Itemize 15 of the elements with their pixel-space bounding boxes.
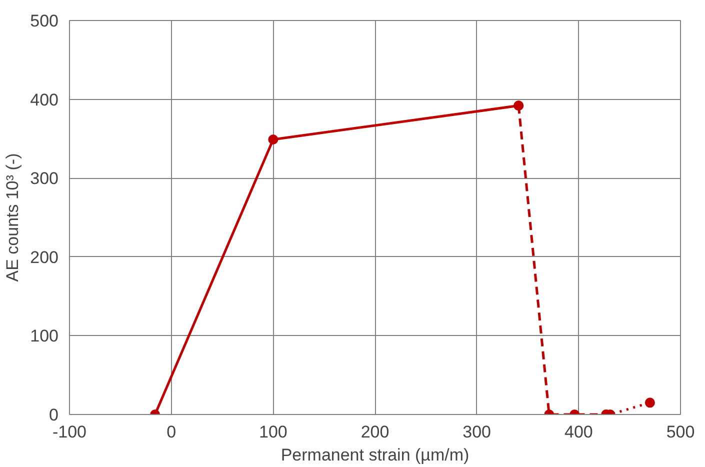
- x-tick-label: 200: [360, 422, 390, 442]
- x-tick-label: 400: [564, 422, 593, 442]
- x-axis-title: Permanent strain (µm/m): [280, 446, 470, 464]
- y-tick-label: 500: [30, 12, 59, 30]
- y-axis-title: AE counts 10³ (-): [3, 153, 22, 282]
- y-tick-label: 200: [30, 248, 59, 267]
- x-tick-label: 500: [666, 422, 695, 442]
- x-tick-label: 300: [462, 422, 492, 442]
- y-tick-label: 300: [30, 169, 59, 188]
- y-tick-label: 0: [49, 406, 59, 424]
- x-tick-label: 0: [166, 422, 176, 442]
- y-tick-label: 400: [30, 90, 59, 110]
- x-tick-label: -100: [52, 422, 87, 442]
- x-tick-label: 100: [258, 422, 288, 442]
- y-tick-label: 100: [30, 326, 59, 346]
